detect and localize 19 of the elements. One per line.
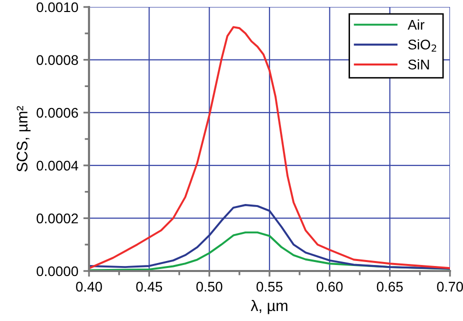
y-tick-label: 0.0004 xyxy=(36,160,78,171)
y-tick-label: 0.0000 xyxy=(36,266,78,276)
x-tick-label: 0.50 xyxy=(196,282,222,292)
x-tick-label: 0.70 xyxy=(437,282,463,292)
legend-label: SiN xyxy=(408,59,429,70)
x-axis-title: λ, µm xyxy=(250,300,288,314)
x-tick-label: 0.65 xyxy=(376,282,403,292)
y-axis-title: SCS, µm² xyxy=(16,106,31,172)
legend-label: SiO$_{2}$ xyxy=(408,39,436,52)
y-tick-label: 0.0002 xyxy=(36,214,78,224)
legend-label: Air xyxy=(408,20,424,30)
x-tick-label: 0.55 xyxy=(256,282,282,292)
x-tick-label: 0.60 xyxy=(316,282,343,292)
x-tick-label: 0.45 xyxy=(136,282,162,292)
line-series xyxy=(89,204,450,270)
y-tick-label: 0.0008 xyxy=(36,55,78,65)
x-tick-label: 0.40 xyxy=(76,282,102,292)
y-tick-label: 0.0006 xyxy=(36,108,78,118)
y-tick-label: 0.0010 xyxy=(36,2,78,12)
